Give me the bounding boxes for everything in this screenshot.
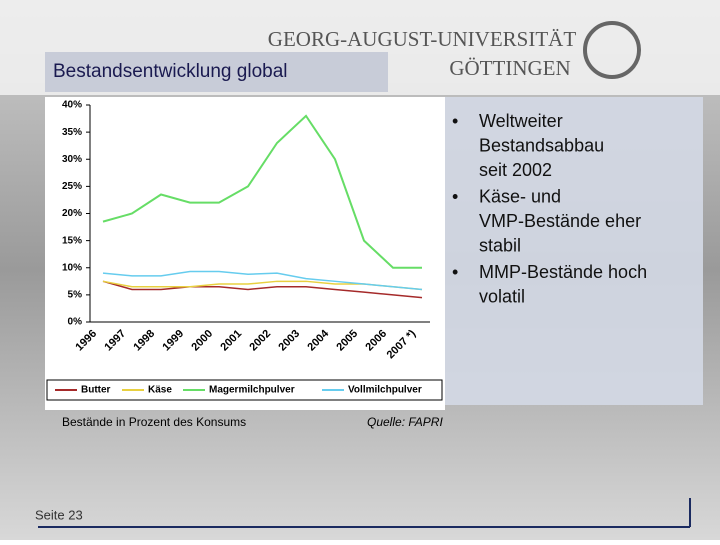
line <box>102 280 423 299</box>
chart-note: Bestände in Prozent des Konsums <box>62 415 246 429</box>
y-tick-label: 5% <box>68 290 83 301</box>
legend-label: Käse <box>148 385 172 396</box>
bullet-panel <box>445 97 703 405</box>
y-tick-label: 20% <box>62 208 82 219</box>
chart-source: Quelle: FAPRI <box>367 415 443 429</box>
logo <box>583 21 641 79</box>
y-tick-label: 10% <box>62 262 82 273</box>
chart-area <box>45 97 445 410</box>
page-number: Seite 23 <box>35 507 83 522</box>
legend-label: Vollmilchpulver <box>348 385 422 396</box>
y-tick-label: 25% <box>62 181 82 192</box>
bullet-text: MMP-Bestände hoch volatil <box>479 262 647 307</box>
bullet-dot: • <box>452 262 458 282</box>
university: GEORG-AUGUST-UNIVERSITÄT <box>268 27 577 51</box>
line <box>102 270 423 291</box>
legend-label: Magermilchpulver <box>209 385 295 396</box>
title-box <box>45 52 388 92</box>
legend-label: Butter <box>81 385 111 396</box>
y-tick-label: 0% <box>68 317 83 328</box>
y-tick-label: 40% <box>62 100 82 111</box>
y-tick-label: 30% <box>62 154 82 165</box>
bullet-dot: • <box>452 186 458 206</box>
slide-title: Bestandsentwicklung global <box>53 61 288 82</box>
city: GÖTTINGEN <box>449 56 570 80</box>
y-tick-label: 35% <box>62 127 82 138</box>
legend-box <box>46 379 443 401</box>
bullet-text: Käse- und VMP-Bestände eher stabil <box>479 186 641 255</box>
line <box>102 114 422 269</box>
bullet-dot: • <box>452 111 458 131</box>
bullet-text: Weltweiter Bestandsabbau seit 2002 <box>479 111 604 180</box>
y-tick-label: 15% <box>62 235 82 246</box>
